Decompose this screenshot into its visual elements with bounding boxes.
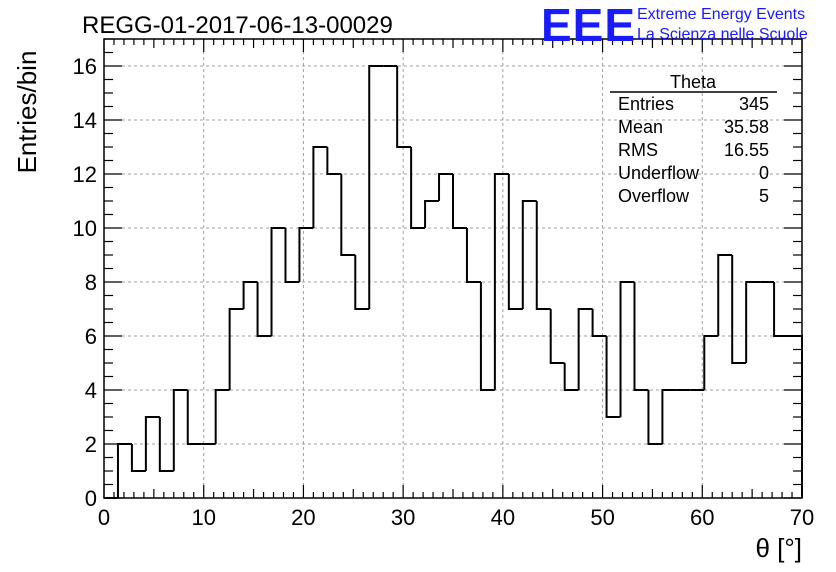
stats-box: Theta Entries 345 Mean 35.58 RMS 16.55 Underfl… bbox=[610, 72, 777, 206]
histogram-bin bbox=[214, 389, 230, 444]
histogram-bin bbox=[270, 227, 286, 336]
histogram-bin bbox=[717, 254, 733, 336]
y-tick-label: 6 bbox=[85, 324, 97, 349]
histogram-bin bbox=[633, 282, 649, 391]
histogram-bin bbox=[172, 389, 188, 471]
x-tick-label: 60 bbox=[690, 505, 714, 530]
histogram-bin bbox=[452, 174, 467, 229]
histogram-bars bbox=[104, 65, 803, 499]
stats-value: 16.55 bbox=[724, 140, 769, 160]
histogram-bin bbox=[284, 228, 300, 283]
grid-lines bbox=[104, 39, 802, 498]
histogram-bin bbox=[410, 147, 426, 229]
histogram-bin bbox=[465, 228, 481, 283]
histogram-bin bbox=[354, 255, 370, 310]
plot-frame bbox=[103, 38, 803, 499]
histogram-bin bbox=[396, 66, 412, 148]
histogram-bin bbox=[731, 255, 747, 364]
y-axis-label: Entries/bin bbox=[12, 51, 42, 174]
histogram-bin bbox=[745, 281, 761, 363]
y-tick-label: 0 bbox=[85, 486, 97, 511]
y-tick-label: 4 bbox=[85, 378, 97, 403]
stats-value: 5 bbox=[759, 186, 769, 206]
histogram-bin bbox=[256, 282, 272, 337]
stats-label: Mean bbox=[618, 117, 663, 137]
x-axis-label: θ [°] bbox=[755, 533, 802, 563]
chart-title: REGG-01-2017-06-13-00029 bbox=[82, 12, 393, 39]
x-tick-label: 30 bbox=[391, 505, 415, 530]
x-tick-label: 10 bbox=[191, 505, 215, 530]
histogram-bin bbox=[130, 444, 146, 472]
histogram-bin bbox=[577, 308, 593, 390]
histogram-bin bbox=[647, 390, 663, 445]
eee-logo: EEE bbox=[541, 0, 636, 51]
histogram-bin bbox=[326, 147, 342, 175]
stats-title: Theta bbox=[670, 72, 717, 92]
x-tick-label: 20 bbox=[291, 505, 315, 530]
histogram-bin bbox=[703, 335, 719, 390]
histogram-bin bbox=[298, 227, 314, 282]
y-tick-label: 8 bbox=[85, 270, 97, 295]
stats-label: Overflow bbox=[618, 186, 690, 206]
y-tick-label: 2 bbox=[85, 432, 97, 457]
y-tick-label: 16 bbox=[73, 54, 97, 79]
histogram-bin bbox=[549, 309, 565, 364]
y-tick-label: 10 bbox=[73, 216, 97, 241]
histogram-bin bbox=[605, 336, 621, 418]
histogram-bin bbox=[773, 282, 789, 337]
histogram-bin bbox=[242, 281, 258, 309]
histogram-bin bbox=[438, 173, 453, 201]
histogram-bin bbox=[493, 173, 509, 390]
histogram-bin bbox=[521, 200, 537, 309]
histogram-bin bbox=[535, 201, 551, 310]
plot-border bbox=[103, 38, 803, 499]
histogram-bin bbox=[424, 200, 440, 228]
histogram-bin bbox=[507, 174, 523, 310]
histogram-bin bbox=[661, 389, 677, 444]
x-tick-label: 0 bbox=[98, 505, 110, 530]
histogram-bin bbox=[186, 390, 202, 445]
histogram-bin bbox=[116, 443, 132, 498]
histogram-bin bbox=[619, 281, 635, 417]
stats-value: 345 bbox=[739, 94, 769, 114]
stats-label: Underflow bbox=[618, 163, 700, 183]
histogram-bin bbox=[368, 65, 384, 309]
stats-value: 35.58 bbox=[724, 117, 769, 137]
histogram-bin bbox=[158, 417, 174, 472]
stats-value: 0 bbox=[759, 163, 769, 183]
histogram-bin bbox=[228, 308, 244, 390]
stats-label: RMS bbox=[618, 140, 658, 160]
histogram-bin bbox=[591, 309, 607, 337]
x-tick-label: 50 bbox=[590, 505, 614, 530]
histogram-bin bbox=[340, 174, 356, 256]
histogram-bin bbox=[479, 282, 495, 391]
y-tick-label: 14 bbox=[73, 108, 97, 133]
stats-label: Entries bbox=[618, 94, 674, 114]
logo-line-1: Extreme Energy Events bbox=[637, 6, 805, 23]
logo-line-2: La Scienza nelle Scuole bbox=[637, 26, 808, 43]
x-tick-label: 70 bbox=[790, 505, 814, 530]
histogram-bin bbox=[563, 363, 579, 391]
histogram-bin bbox=[312, 146, 328, 228]
y-tick-label: 12 bbox=[73, 162, 97, 187]
histogram-bin bbox=[144, 416, 160, 471]
x-tick-label: 40 bbox=[491, 505, 515, 530]
